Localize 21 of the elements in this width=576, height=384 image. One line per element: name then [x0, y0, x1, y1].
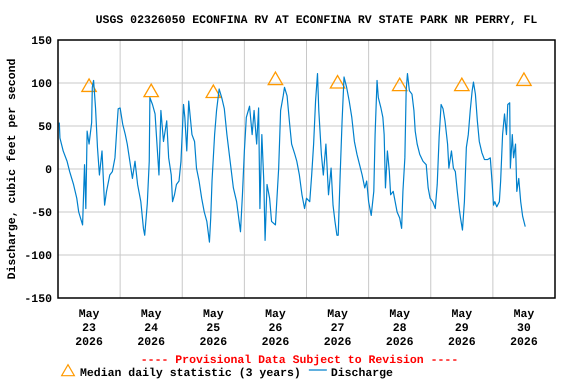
x-tick-label: May 25 2026	[200, 308, 228, 349]
x-tick-label: May 24 2026	[137, 308, 166, 349]
y-tick-label: 50	[38, 121, 52, 134]
text: ---- Provisional Data Subject to Revision ----	[140, 354, 458, 367]
y-tick-label: -50	[31, 207, 52, 220]
x-tick-label: May 30 2026	[510, 308, 538, 349]
y-tick-label: -100	[24, 250, 52, 263]
legend-label: Discharge	[330, 367, 394, 380]
y-axis-title: Discharge, cubic feet per second	[6, 58, 19, 280]
x-tick-label: May 28 2026	[386, 308, 414, 349]
x-tick-label: May 29 2026	[448, 308, 476, 349]
y-tick-label: 150	[31, 35, 52, 48]
x-tick-label: May 26 2026	[262, 308, 290, 349]
x-tick-label: May 27 2026	[324, 308, 352, 349]
x-tick-label: May 23 2026	[75, 308, 103, 349]
line-series	[58, 72, 526, 243]
chart-title: USGS 02326050 ECONFINA RV AT ECONFINA RV STATE PARK NR PERRY, FL	[96, 14, 538, 27]
y-tick-label: 0	[45, 164, 52, 177]
y-tick-label: 100	[31, 78, 52, 91]
legend-label: Median daily statistic (3 years)	[80, 367, 301, 380]
y-tick-label: -150	[24, 293, 52, 306]
